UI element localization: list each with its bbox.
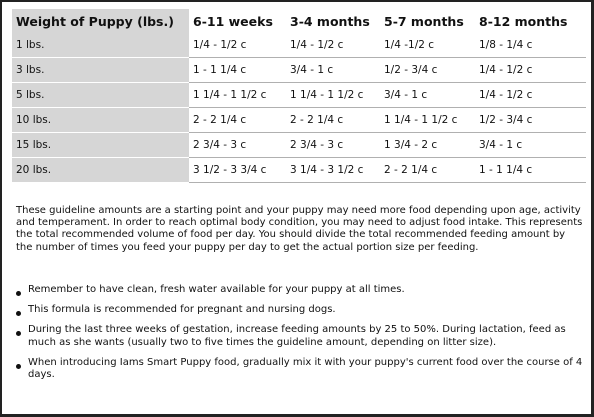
table-cell: 2 - 2 1/4 c xyxy=(189,107,286,133)
table-cell: 3 1/4 - 3 1/2 c xyxy=(286,157,380,183)
table-cell: 2 3/4 - 3 c xyxy=(189,132,286,158)
table-cell: 1 1/4 - 1 1/2 c xyxy=(189,82,286,108)
note-item: This formula is recommended for pregnant… xyxy=(16,304,584,317)
table-cell: 1 1/4 - 1 1/2 c xyxy=(380,107,475,133)
table-cell: 3/4 - 1 c xyxy=(286,57,380,83)
header-cell: 3-4 months xyxy=(290,13,370,29)
table-cell: 1 - 1 1/4 c xyxy=(475,157,586,183)
table-cell: 1/4 - 1/2 c xyxy=(189,33,286,58)
table-cell: 1/4 - 1/2 c xyxy=(475,57,586,83)
table-cell: 20 lbs. xyxy=(12,157,189,183)
table-row: 3 lbs. 1 - 1 1/4 c 3/4 - 1 c 1/2 - 3/4 c 1/4… xyxy=(12,57,586,83)
table-row: 1 lbs. 1/4 - 1/2 c 1/4 - 1/2 c 1/4 -1/2 c 1/… xyxy=(12,33,586,58)
table-cell: 1 3/4 - 2 c xyxy=(380,132,475,158)
table-cell: 1/4 - 1/2 c xyxy=(286,33,380,58)
table-cell: 15 lbs. xyxy=(12,132,189,158)
table-cell: 1/8 - 1/4 c xyxy=(475,33,586,58)
feeding-table: Weight of Puppy (lbs.) 6-11 weeks 3-4 mont… xyxy=(12,9,586,183)
header-row: Weight of Puppy (lbs.) 6-11 weeks 3-4 mont… xyxy=(12,9,586,33)
table-cell: 10 lbs. xyxy=(12,107,189,133)
table-cell: 3/4 - 1 c xyxy=(475,132,586,158)
note-item: Remember to have clean, fresh water avai… xyxy=(16,284,584,297)
table-cell: 3/4 - 1 c xyxy=(380,82,475,108)
table-cell: 1/4 - 1/2 c xyxy=(475,82,586,108)
note-item: When introducing Iams Smart Puppy food, … xyxy=(16,357,584,381)
notes-list: Remember to have clean, fresh water avai… xyxy=(16,284,584,389)
table-cell: 2 - 2 1/4 c xyxy=(380,157,475,183)
header-cell: 8-12 months xyxy=(479,13,568,29)
table-cell: 1/4 -1/2 c xyxy=(380,33,475,58)
table-cell: 1 - 1 1/4 c xyxy=(189,57,286,83)
header-cell: 6-11 weeks xyxy=(193,13,273,29)
table-cell: 3 1/2 - 3 3/4 c xyxy=(189,157,286,183)
table-cell: 1 1/4 - 1 1/2 c xyxy=(286,82,380,108)
header-cell: Weight of Puppy (lbs.) xyxy=(12,9,189,33)
table-cell: 1/2 - 3/4 c xyxy=(380,57,475,83)
table-cell: 1 lbs. xyxy=(12,33,189,58)
guideline-paragraph: These guideline amounts are a starting p… xyxy=(16,205,583,253)
table-cell: 1/2 - 3/4 c xyxy=(475,107,586,133)
note-item: During the last three weeks of gestation… xyxy=(16,324,584,348)
table-cell: 2 3/4 - 3 c xyxy=(286,132,380,158)
table-cell: 3 lbs. xyxy=(12,57,189,83)
table-cell: 2 - 2 1/4 c xyxy=(286,107,380,133)
table-cell: 5 lbs. xyxy=(12,82,189,108)
table-body: 1 lbs. 1/4 - 1/2 c 1/4 - 1/2 c 1/4 -1/2 c 1/… xyxy=(12,33,586,183)
header-cell: 5-7 months xyxy=(384,13,464,29)
